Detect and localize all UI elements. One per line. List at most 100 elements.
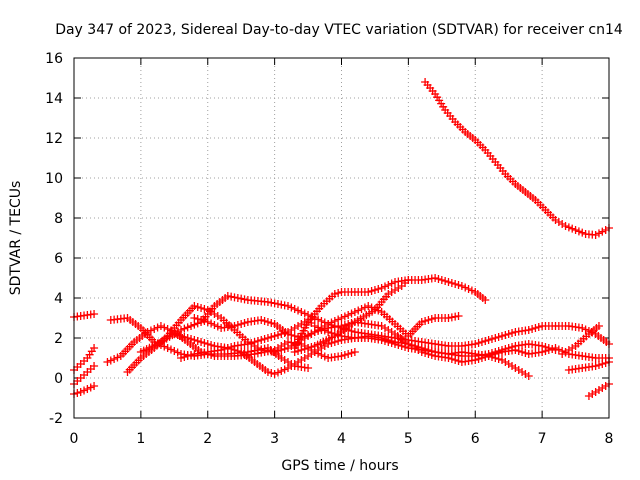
- series-marker-trace: [541, 343, 557, 353]
- series-marker-trace: [514, 366, 530, 378]
- series-marker-trace: [387, 284, 403, 296]
- data-point: [584, 392, 593, 400]
- data-point: [90, 382, 99, 390]
- y-tick-label: 16: [45, 51, 63, 67]
- series-marker-trace: [561, 344, 577, 356]
- chart-grid: [74, 58, 609, 418]
- series-marker-trace: [584, 230, 597, 239]
- data-point: [330, 290, 339, 298]
- series-marker-trace: [447, 348, 463, 358]
- data-point: [270, 370, 279, 378]
- series-marker-trace: [434, 275, 450, 285]
- series-marker-trace: [433, 93, 448, 111]
- y-tick-label: 2: [54, 331, 63, 347]
- data-point: [498, 332, 506, 340]
- series-marker-trace: [581, 362, 597, 372]
- series-marker-trace: [247, 337, 262, 347]
- series-marker-trace: [227, 292, 249, 304]
- data-point: [223, 344, 232, 352]
- series-marker-trace: [463, 130, 477, 142]
- data-point: [551, 346, 560, 354]
- series-s13: [290, 276, 413, 356]
- series-marker-trace: [354, 288, 369, 296]
- y-tick-label: 8: [54, 211, 63, 227]
- series-marker-trace: [220, 322, 236, 332]
- series-marker-trace: [294, 343, 316, 355]
- series-marker-trace: [213, 294, 230, 308]
- series-marker-trace: [260, 317, 276, 327]
- x-tick-label: 8: [605, 431, 614, 447]
- series-marker-trace: [461, 283, 476, 295]
- series-marker-trace: [453, 120, 467, 134]
- series-marker-trace: [207, 308, 222, 320]
- data-point: [484, 336, 493, 344]
- series-marker-trace: [487, 353, 503, 363]
- data-point: [310, 328, 319, 336]
- data-point: [257, 336, 266, 344]
- series-marker-trace: [207, 319, 222, 331]
- series-marker-trace: [294, 362, 309, 372]
- series-marker-trace: [367, 285, 383, 295]
- series-marker-trace: [594, 332, 611, 346]
- series-marker-trace: [193, 348, 209, 358]
- series-marker-trace: [314, 315, 329, 327]
- series-marker-trace: [73, 389, 82, 397]
- series-marker-trace: [394, 276, 410, 286]
- series-marker-trace: [110, 314, 129, 324]
- data-point: [90, 362, 99, 370]
- y-tick-label: 4: [54, 291, 63, 307]
- series-marker-trace: [421, 274, 436, 284]
- data-point: [591, 388, 600, 396]
- data-point: [377, 334, 386, 342]
- series-marker-trace: [473, 290, 487, 302]
- data-point: [377, 284, 386, 292]
- series-marker-trace: [300, 329, 316, 341]
- series-marker-trace: [340, 288, 356, 296]
- series-marker-trace: [594, 354, 610, 362]
- data-point: [558, 350, 567, 358]
- x-axis-label: GPS time / hours: [281, 458, 398, 474]
- series-marker-trace: [273, 322, 290, 336]
- data-point: [257, 316, 266, 324]
- data-point: [90, 310, 99, 318]
- series-marker-trace: [173, 331, 189, 341]
- y-tick-label: 12: [45, 131, 63, 147]
- series-marker-trace: [300, 350, 316, 362]
- data-point: [337, 314, 346, 322]
- data-point: [90, 344, 99, 352]
- data-point: [444, 314, 453, 322]
- series-marker-trace: [587, 324, 601, 336]
- series-marker-trace: [373, 292, 391, 312]
- series-marker-trace: [340, 334, 356, 344]
- series-marker-trace: [568, 364, 583, 374]
- x-tick-label: 1: [136, 431, 145, 447]
- series-marker-trace: [554, 218, 567, 228]
- series-marker-trace: [483, 149, 497, 163]
- series-marker-trace: [193, 315, 209, 325]
- data-point: [431, 274, 440, 282]
- data-point: [324, 340, 333, 348]
- data-point: [324, 328, 333, 336]
- series-marker-trace: [280, 356, 296, 368]
- series-marker-trace: [207, 346, 222, 356]
- data-point: [284, 302, 292, 310]
- series-marker-trace: [354, 303, 369, 315]
- series-marker-trace: [354, 332, 369, 342]
- series-marker-trace: [85, 347, 96, 359]
- series-marker-trace: [447, 279, 463, 289]
- data-point: [511, 364, 520, 372]
- y-axis-label: SDTVAR / TECUs: [8, 181, 24, 296]
- series-marker-trace: [514, 340, 530, 350]
- series-marker-trace: [528, 348, 543, 358]
- data-point: [594, 322, 603, 330]
- series-marker-trace: [523, 190, 537, 202]
- series-marker-trace: [393, 322, 410, 338]
- series-marker-trace: [568, 322, 583, 332]
- series-marker-trace: [421, 345, 436, 355]
- data-point: [156, 322, 165, 330]
- series-marker-trace: [434, 314, 450, 322]
- series-marker-trace: [340, 349, 356, 359]
- data-point: [364, 288, 373, 296]
- series-marker-trace: [394, 338, 410, 348]
